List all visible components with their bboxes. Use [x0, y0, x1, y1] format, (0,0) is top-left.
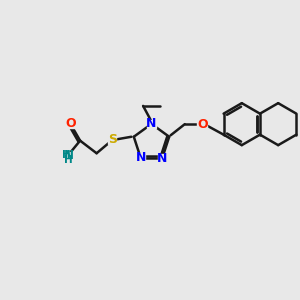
Bar: [66, 119, 76, 128]
Text: H: H: [61, 150, 70, 160]
Bar: [147, 120, 156, 128]
Bar: [136, 153, 146, 162]
Text: N: N: [157, 152, 168, 165]
Text: N: N: [146, 117, 157, 130]
Bar: [59, 152, 73, 161]
Bar: [158, 154, 167, 162]
Text: O: O: [66, 117, 76, 130]
Text: H: H: [64, 155, 73, 166]
Bar: [108, 136, 116, 144]
Bar: [197, 120, 207, 128]
Text: N: N: [135, 151, 146, 164]
Text: S: S: [108, 133, 117, 146]
Text: O: O: [197, 118, 208, 131]
Text: N: N: [64, 148, 74, 162]
